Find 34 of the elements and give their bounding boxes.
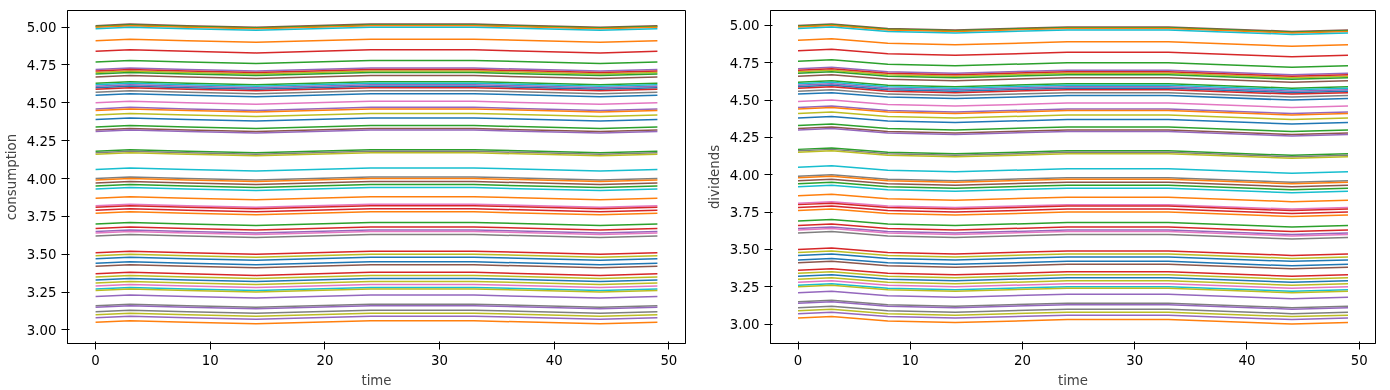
- y-tick-label: 3.50: [26, 247, 57, 263]
- y-tick-label: 4.75: [729, 55, 760, 71]
- y-tick-label: 4.00: [26, 171, 57, 187]
- y-tick-label: 4.50: [729, 93, 760, 109]
- x-tick-label: 50: [660, 352, 678, 368]
- y-tick-label: 3.25: [26, 285, 57, 301]
- x-axis-title: time: [1057, 372, 1089, 388]
- y-tick-label: 3.50: [729, 242, 760, 258]
- y-axis-title: dividends: [706, 144, 722, 210]
- x-tick-label: 40: [545, 352, 563, 368]
- y-tick-label: 3.75: [26, 209, 57, 225]
- x-tick-label: 10: [901, 352, 919, 368]
- y-tick-label: 5.00: [729, 18, 760, 34]
- y-tick-label: 4.00: [729, 167, 760, 183]
- x-tick-label: 30: [1126, 352, 1144, 368]
- y-tick-label: 3.00: [729, 317, 760, 333]
- x-tick-label: 0: [793, 352, 803, 368]
- y-tick-label: 3.25: [729, 279, 760, 295]
- x-tick-label: 40: [1238, 352, 1256, 368]
- x-axis-title: time: [361, 372, 392, 388]
- x-tick-label: 20: [1014, 352, 1031, 368]
- y-tick-label: 3.75: [729, 205, 760, 221]
- y-axis-title: consumption: [3, 133, 19, 221]
- y-tick-label: 4.50: [26, 95, 57, 111]
- y-tick-label: 3.00: [26, 322, 57, 338]
- y-tick-label: 4.75: [26, 57, 57, 73]
- x-tick-label: 30: [431, 352, 449, 368]
- y-tick-label: 5.00: [26, 20, 57, 36]
- y-tick-label: 4.25: [26, 133, 57, 149]
- x-tick-label: 0: [91, 352, 100, 368]
- y-tick-label: 4.25: [729, 130, 760, 146]
- x-tick-label: 20: [316, 352, 334, 368]
- x-tick-label: 10: [201, 352, 219, 368]
- x-tick-label: 50: [1350, 352, 1368, 368]
